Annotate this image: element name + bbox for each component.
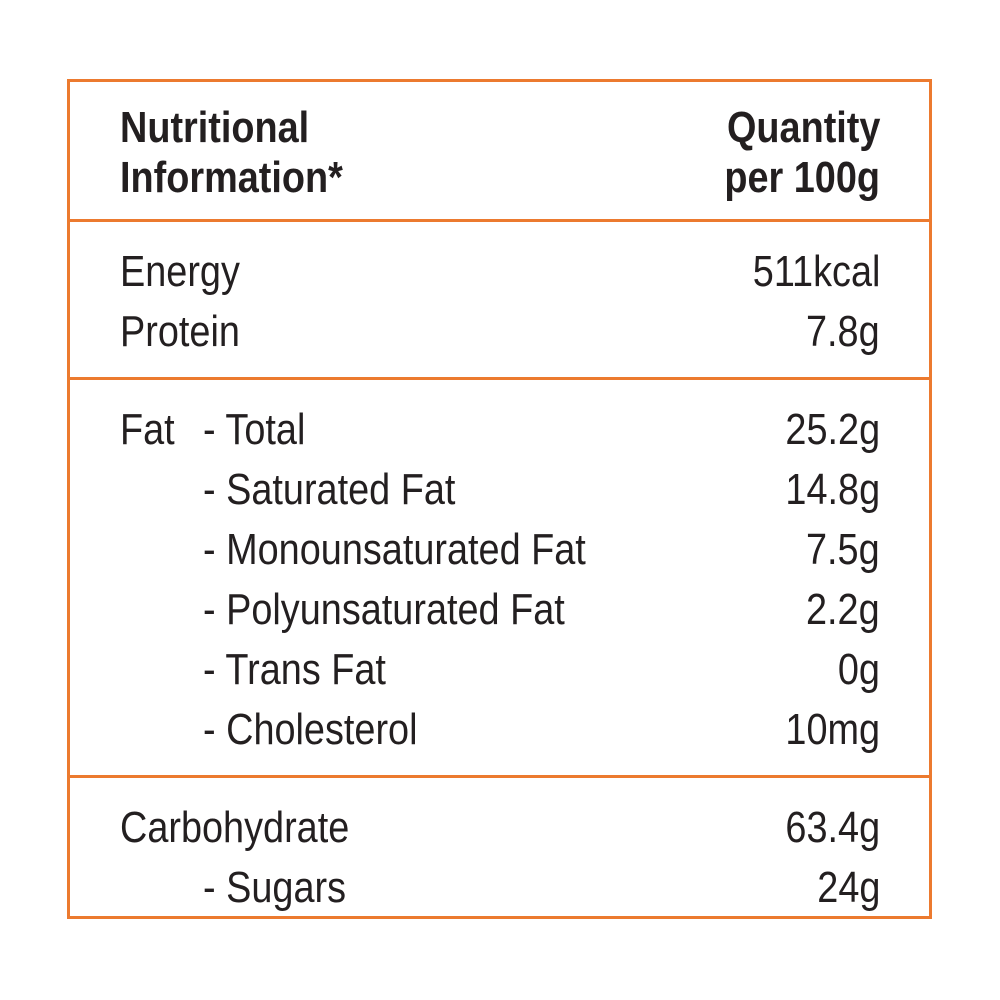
nutrient-value: 2.2g <box>806 585 880 634</box>
sub-nutrient-label: - Sugars <box>203 863 347 912</box>
nutrient-value: 511kcal <box>752 247 880 296</box>
header-label: Nutritional <box>120 103 310 152</box>
divider <box>67 377 932 380</box>
nutrient-label: Protein <box>120 307 240 356</box>
table-border <box>67 79 932 919</box>
nutrient-value: 7.8g <box>806 307 880 356</box>
header-label: Quantity <box>726 103 880 152</box>
nutrient-label: Energy <box>120 247 240 296</box>
sub-nutrient-label: - Total <box>203 405 306 454</box>
divider <box>67 219 932 222</box>
nutrient-label: Carbohydrate <box>120 803 350 852</box>
header-label: Information* <box>120 153 343 202</box>
nutrient-value: 25.2g <box>785 405 880 454</box>
nutrient-label: Fat <box>120 405 175 454</box>
sub-nutrient-label: - Saturated Fat <box>203 465 456 514</box>
nutrient-value: 10mg <box>785 705 880 754</box>
sub-nutrient-label: - Cholesterol <box>203 705 418 754</box>
header-label: per 100g <box>724 153 880 202</box>
sub-nutrient-label: - Trans Fat <box>203 645 386 694</box>
sub-nutrient-label: - Monounsaturated Fat <box>203 525 586 574</box>
nutrient-value: 14.8g <box>785 465 880 514</box>
nutrient-value: 63.4g <box>785 803 880 852</box>
divider <box>67 775 932 778</box>
nutrient-value: 7.5g <box>806 525 880 574</box>
nutrient-value: 24g <box>816 863 880 912</box>
sub-nutrient-label: - Polyunsaturated Fat <box>203 585 565 634</box>
nutrient-value: 0g <box>837 645 880 694</box>
